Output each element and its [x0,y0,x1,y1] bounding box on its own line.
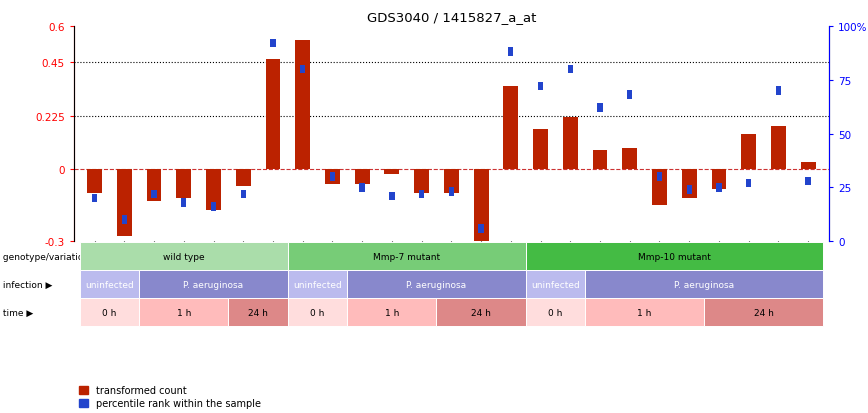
Bar [806,177,811,186]
Bar [414,170,429,194]
Bar [597,104,602,113]
Bar [325,170,340,184]
Bar [206,170,221,211]
Bar [444,170,459,194]
Text: uninfected: uninfected [531,280,580,289]
Bar [181,199,187,207]
Text: genotype/variation ▶: genotype/variation ▶ [0,252,99,261]
Text: Mmp-7 mutant: Mmp-7 mutant [373,252,440,261]
Bar [270,40,276,48]
Text: 1 h: 1 h [385,308,399,317]
Text: uninfected: uninfected [85,280,134,289]
Legend: transformed count, percentile rank within the sample: transformed count, percentile rank withi… [79,385,261,408]
Text: 24 h: 24 h [753,308,773,317]
Bar [800,163,816,170]
Bar [330,173,335,181]
Bar [533,129,548,170]
Bar [474,170,489,247]
Text: 1 h: 1 h [176,308,191,317]
Bar [593,151,608,170]
Bar [746,179,752,188]
Bar [687,186,692,195]
Text: 0 h: 0 h [311,308,325,317]
Bar [716,184,721,192]
Text: wild type: wild type [163,252,205,261]
Bar [449,188,454,197]
Bar [87,170,102,194]
Bar [236,170,251,187]
Text: 1 h: 1 h [637,308,652,317]
Text: P. aeruginosa: P. aeruginosa [406,280,467,289]
Bar [300,66,306,74]
Bar [355,170,370,184]
Bar [122,216,127,224]
Bar [771,127,786,170]
Text: P. aeruginosa: P. aeruginosa [674,280,734,289]
Bar [359,184,365,192]
Text: P. aeruginosa: P. aeruginosa [183,280,244,289]
Bar [681,170,697,199]
Text: 0 h: 0 h [549,308,562,317]
Bar [712,170,727,189]
Bar [240,190,246,199]
Bar [389,192,395,201]
Text: 0 h: 0 h [102,308,116,317]
Bar [503,86,518,170]
Bar [147,170,161,201]
Bar [508,48,514,57]
Text: 24 h: 24 h [471,308,491,317]
Bar [741,134,756,170]
Bar [776,87,781,95]
Bar [538,83,543,91]
Text: uninfected: uninfected [293,280,342,289]
Bar [627,91,633,100]
Bar [151,190,157,199]
Bar [92,195,97,203]
Bar [211,203,216,211]
Bar [385,170,399,175]
Bar [478,224,483,233]
Bar [176,170,191,199]
Text: Mmp-10 mutant: Mmp-10 mutant [638,252,711,261]
Bar [419,190,424,199]
Bar [657,173,662,181]
Bar [568,66,573,74]
Bar [117,170,132,237]
Text: time ▶: time ▶ [0,308,33,317]
Bar [295,41,310,170]
Title: GDS3040 / 1415827_a_at: GDS3040 / 1415827_a_at [366,11,536,24]
Bar [622,149,637,170]
Bar [562,118,578,170]
Bar [652,170,667,206]
Bar [266,60,280,170]
Text: 24 h: 24 h [248,308,268,317]
Text: infection ▶: infection ▶ [0,280,52,289]
